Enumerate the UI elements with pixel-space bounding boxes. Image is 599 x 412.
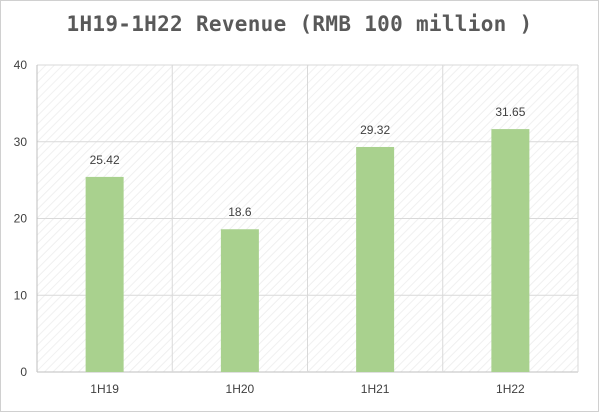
bar-1H22 bbox=[491, 129, 530, 372]
data-label-1H20: 18.6 bbox=[228, 205, 252, 219]
data-label-1H19: 25.42 bbox=[90, 153, 120, 167]
x-tick-label-1H21: 1H21 bbox=[361, 382, 390, 396]
chart-title: 1H19-1H22 Revenue (RMB 100 million ) bbox=[66, 12, 533, 36]
bar-1H21 bbox=[356, 146, 395, 372]
y-tick-label: 10 bbox=[14, 288, 28, 302]
bar-1H20 bbox=[220, 229, 259, 372]
y-tick-label: 0 bbox=[20, 365, 27, 379]
y-tick-label: 40 bbox=[14, 58, 28, 72]
x-tick-label-1H20: 1H20 bbox=[226, 382, 255, 396]
bar-1H19 bbox=[85, 176, 124, 372]
y-tick-label: 30 bbox=[14, 135, 28, 149]
y-tick-label: 20 bbox=[14, 212, 28, 226]
x-tick-label-1H19: 1H19 bbox=[90, 382, 119, 396]
data-label-1H22: 31.65 bbox=[495, 105, 525, 119]
x-tick-label-1H22: 1H22 bbox=[496, 382, 525, 396]
data-label-1H21: 29.32 bbox=[360, 123, 390, 137]
